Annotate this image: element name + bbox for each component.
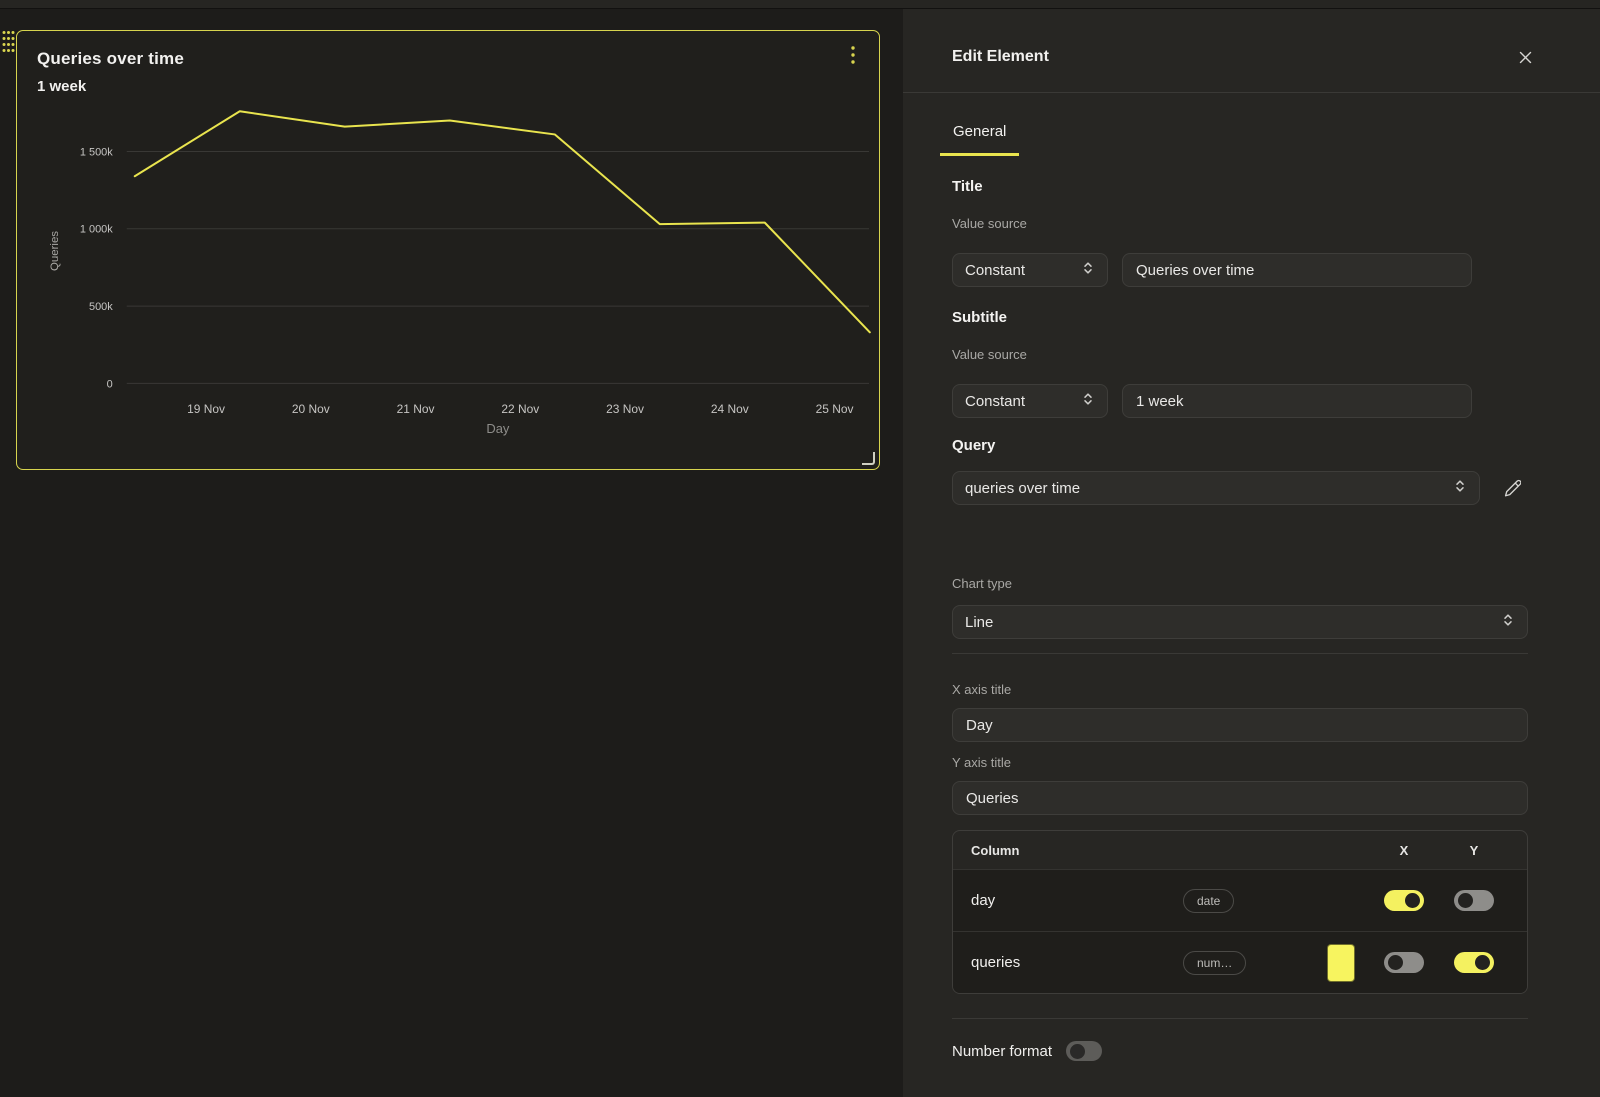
title-source-select-value: Constant — [965, 261, 1026, 279]
columns-table-header: Column X Y — [953, 831, 1527, 869]
subtitle-source-select-value: Constant — [965, 392, 1026, 410]
svg-text:24 Nov: 24 Nov — [711, 402, 749, 416]
title-section-heading: Title — [952, 178, 983, 195]
query-select-value: queries over time — [965, 479, 1081, 497]
subtitle-value-input[interactable] — [1122, 384, 1472, 418]
number-format-toggle[interactable] — [1066, 1041, 1103, 1061]
chart-panel-header: Queries over time 1 week — [37, 49, 184, 95]
query-select[interactable]: queries over time — [952, 471, 1480, 505]
svg-text:25 Nov: 25 Nov — [816, 402, 854, 416]
subtitle-value-source-label: Value source — [952, 347, 1027, 362]
subtitle-section-heading: Subtitle — [952, 309, 1007, 326]
kebab-menu-icon[interactable] — [843, 43, 863, 67]
svg-text:20 Nov: 20 Nov — [292, 402, 330, 416]
subtitle-source-select[interactable]: Constant — [952, 384, 1108, 418]
toggle-day-x[interactable] — [1384, 890, 1424, 911]
svg-text:23 Nov: 23 Nov — [606, 402, 644, 416]
svg-text:21 Nov: 21 Nov — [397, 402, 435, 416]
svg-text:1 000k: 1 000k — [80, 224, 113, 236]
svg-text:500k: 500k — [89, 301, 113, 313]
select-chevron-icon — [1501, 612, 1515, 632]
toggle-queries-x[interactable] — [1384, 952, 1424, 973]
svg-text:19 Nov: 19 Nov — [187, 402, 225, 416]
drag-handle-icon[interactable] — [2, 30, 15, 58]
chart-type-select-value: Line — [965, 613, 994, 631]
column-header: Column — [971, 842, 1020, 858]
sidebar-body: General Title Value source Constant Subt… — [903, 93, 1600, 1091]
chart-title: Queries over time — [37, 49, 185, 68]
type-badge: num… — [1183, 950, 1247, 975]
column-name: queries — [971, 954, 1021, 971]
sidebar-header: Edit Element — [903, 0, 1600, 93]
table-row-day: day date — [953, 869, 1527, 931]
pencil-icon[interactable] — [1498, 474, 1526, 502]
columns-table: Column X Y day date queries num… — [952, 830, 1528, 994]
x-header: X — [1399, 842, 1409, 858]
tab-general[interactable]: General — [940, 123, 1020, 156]
chart-subtitle: 1 week — [37, 78, 87, 95]
table-row-queries: queries num… — [953, 931, 1527, 993]
x-axis-title-label: X axis title — [952, 682, 1012, 697]
y-header: Y — [1469, 842, 1479, 858]
chart-type-select[interactable]: Line — [952, 605, 1528, 639]
type-badge: date — [1183, 888, 1235, 913]
select-chevron-icon — [1081, 260, 1095, 280]
title-source-select[interactable]: Constant — [952, 253, 1108, 287]
section-divider — [952, 653, 1528, 654]
column-name: day — [971, 892, 996, 909]
svg-text:0: 0 — [107, 378, 113, 390]
toggle-queries-y[interactable] — [1454, 952, 1494, 973]
edit-element-sidebar: Edit Element General Title Value source … — [903, 0, 1600, 1097]
chart-type-label: Chart type — [952, 576, 1012, 591]
line-chart: 0 500k 1 000k 1 500k 19 Nov 20 Nov 21 Nov 22 No… — [49, 110, 871, 436]
y-axis-title-label: Y axis title — [952, 755, 1012, 770]
x-axis-title-input[interactable] — [952, 708, 1528, 742]
select-chevron-icon — [1081, 391, 1095, 411]
close-icon[interactable] — [1516, 48, 1534, 66]
svg-text:1 500k: 1 500k — [80, 146, 113, 158]
number-format-label: Number format — [952, 1042, 1053, 1060]
section-divider — [952, 1018, 1528, 1019]
title-value-source-label: Value source — [952, 216, 1027, 231]
svg-text:22 Nov: 22 Nov — [501, 402, 539, 416]
svg-text:Day: Day — [486, 421, 510, 436]
chart-panel[interactable]: 0 500k 1 000k 1 500k 19 Nov 20 Nov 21 Nov 22 No… — [16, 30, 880, 470]
title-value-input[interactable] — [1122, 253, 1472, 287]
resize-handle[interactable] — [862, 452, 875, 465]
svg-text:Queries: Queries — [49, 231, 61, 271]
top-strip — [0, 0, 1600, 9]
dashboard-canvas: 0 500k 1 000k 1 500k 19 Nov 20 Nov 21 Nov 22 No… — [2, 30, 880, 470]
sidebar-title: Edit Element — [952, 48, 1049, 65]
y-axis-title-input[interactable] — [952, 781, 1528, 815]
select-chevron-icon — [1453, 478, 1467, 498]
toggle-day-y[interactable] — [1454, 890, 1494, 911]
color-swatch[interactable] — [1327, 943, 1355, 982]
query-section-heading: Query — [952, 437, 996, 454]
